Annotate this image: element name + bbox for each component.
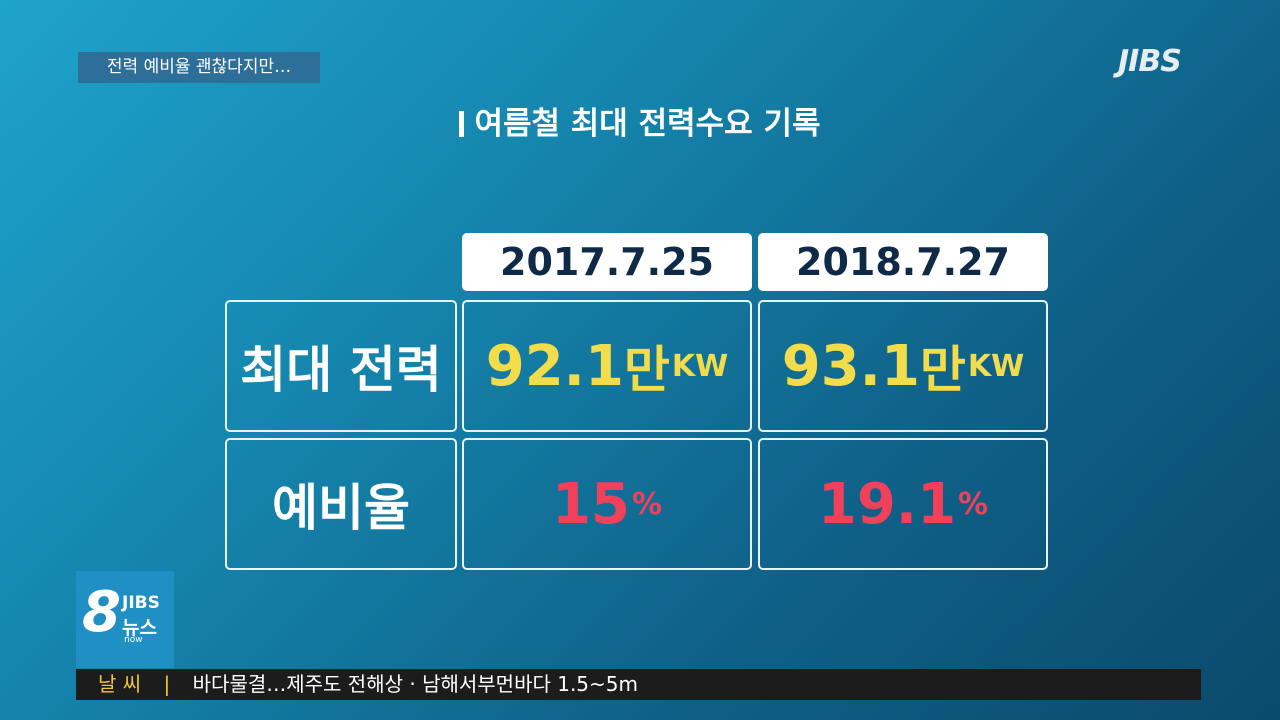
cell-subunit: KW [967, 348, 1025, 384]
news-logo-sub: now [124, 635, 143, 645]
news-logo-number: 8 [82, 580, 121, 645]
row-label: 예비율 [225, 438, 457, 570]
table-cell: 19.1% [758, 438, 1048, 570]
ticker-label: 날 씨 [98, 672, 142, 696]
table-cell: 15% [462, 438, 752, 570]
headline-tag: 전력 예비율 괜찮다지만… [78, 52, 320, 83]
cell-number: 19.1 [817, 471, 957, 537]
cell-unit: 만 [919, 341, 966, 399]
table-cell: 92.1 만 KW [462, 300, 752, 432]
table-cell: 93.1 만 KW [758, 300, 1048, 432]
cell-unit: % [958, 486, 989, 522]
cell-number: 93.1 [781, 333, 920, 399]
cell-subunit: KW [671, 348, 729, 384]
news-logo-brand: JIBS [122, 593, 160, 613]
ticker: 날 씨 | 바다물결…제주도 전해상 · 남해서부먼바다 1.5~5m [76, 669, 1201, 700]
news-logo-name: 뉴스 [122, 617, 157, 639]
ticker-separator: | [163, 672, 171, 696]
title: 여름철 최대 전력수요 기록 [0, 98, 1280, 143]
cell-number: 92.1 [485, 333, 624, 399]
cell-unit: 만 [623, 341, 670, 399]
channel-logo: JIBS [1118, 44, 1182, 79]
column-header: 2017.7.25 [462, 233, 752, 291]
row-label: 최대 전력 [225, 300, 457, 432]
cell-number: 15 [552, 471, 630, 537]
column-header: 2018.7.27 [758, 233, 1048, 291]
news-logo: 8 JIBS 뉴스 now [76, 571, 174, 668]
cell-unit: % [631, 486, 662, 522]
ticker-text: 바다물결…제주도 전해상 · 남해서부먼바다 1.5~5m [192, 672, 638, 696]
